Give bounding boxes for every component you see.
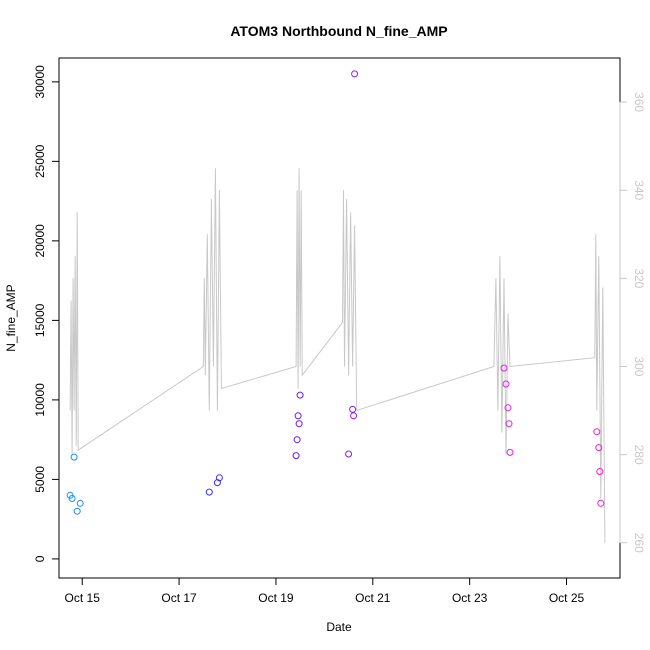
data-point	[73, 507, 81, 515]
data-point	[350, 412, 358, 420]
x-tick-label: Oct 25	[549, 591, 585, 605]
data-point	[502, 380, 510, 388]
data-point	[597, 499, 605, 507]
x-tick-label: Oct 23	[452, 591, 488, 605]
y2-tick-label: 300	[632, 356, 646, 376]
y-tick-label: 0	[33, 555, 47, 562]
y-tick-label: 25000	[33, 144, 47, 178]
data-point	[292, 452, 300, 460]
y2-tick-label: 340	[632, 180, 646, 200]
x-tick-label: Oct 17	[161, 591, 197, 605]
data-point	[293, 436, 301, 444]
data-point	[349, 405, 357, 413]
y2-tick-label: 260	[632, 533, 646, 553]
data-point	[294, 412, 302, 420]
grey-line	[69, 168, 606, 543]
chart-title: ATOM3 Northbound N_fine_AMP	[230, 23, 447, 39]
data-point	[596, 468, 604, 475]
y-tick-label: 20000	[33, 224, 47, 258]
data-point	[506, 448, 514, 456]
data-point	[76, 499, 84, 507]
y2-tick-label: 360	[632, 92, 646, 112]
data-point	[351, 70, 359, 78]
x-tick-label: Oct 19	[258, 591, 294, 605]
y2-tick-label: 280	[632, 445, 646, 465]
y-tick-label: 15000	[33, 303, 47, 337]
data-point	[205, 488, 213, 496]
x-tick-label: Oct 21	[355, 591, 391, 605]
data-point	[68, 495, 76, 502]
data-point	[295, 420, 303, 428]
axes: Oct 15 Oct 17 Oct 19 Oct 21 Oct 23 Oct 25 0 500…	[33, 65, 646, 605]
y-tick-label: 30000	[33, 65, 47, 99]
data-point	[593, 428, 601, 436]
points-series	[66, 70, 605, 515]
y-axis-label: N_fine_AMP	[4, 284, 18, 351]
data-point	[70, 453, 78, 461]
y-tick-label: 5000	[33, 466, 47, 493]
x-tick-label: Oct 15	[65, 591, 101, 605]
data-point	[595, 444, 603, 452]
data-point	[500, 364, 508, 372]
data-point	[213, 479, 221, 487]
data-point	[504, 404, 512, 412]
plot-frame	[58, 57, 621, 579]
y-tick-label: 10000	[33, 383, 47, 417]
y2-tick-label: 320	[632, 268, 646, 288]
grey-line-series	[69, 168, 606, 543]
x-axis-label: Date	[326, 620, 352, 634]
data-point	[345, 450, 353, 458]
data-point	[505, 420, 513, 428]
data-point	[296, 391, 304, 399]
